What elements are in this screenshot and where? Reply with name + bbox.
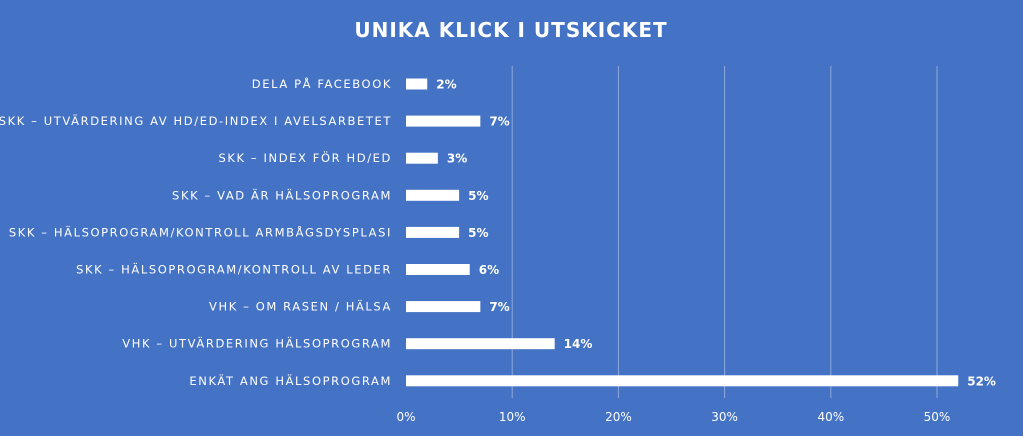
category-label: SKK – UTVÄRDERING AV HD/ED-INDEX I AVELS… (0, 113, 392, 128)
bar (406, 375, 959, 387)
bar (406, 152, 438, 164)
category-label: VHK – UTVÄRDERING HÄLSOPROGRAM (122, 336, 392, 351)
x-tick-label: 20% (605, 410, 632, 424)
bar (406, 264, 470, 275)
data-label: 14% (564, 337, 593, 351)
category-label: VHK – OM RASEN / HÄLSA (209, 299, 392, 314)
category-label: SKK – HÄLSOPROGRAM/KONTROLL ARMBÅGSDYSPL… (9, 224, 392, 239)
x-axis: 0% 10% 20% 30% 40% 50% (396, 410, 950, 424)
data-label: 52% (967, 374, 996, 388)
x-tick-label: 10% (499, 410, 526, 424)
category-label: DELA PÅ FACEBOOK (252, 76, 392, 91)
x-tick-label: 40% (817, 410, 844, 424)
category-label: SKK – INDEX FÖR HD/ED (218, 149, 392, 165)
data-label: 7% (489, 115, 509, 129)
data-label: 5% (468, 226, 488, 240)
bar (406, 301, 481, 313)
bar (406, 78, 428, 90)
category-label: ENKÄT ANG HÄLSOPROGRAM (189, 373, 392, 388)
data-label: 5% (468, 189, 488, 203)
bar (406, 226, 460, 238)
data-label: 3% (447, 152, 467, 166)
category-label: SKK – VAD ÄR HÄLSOPROGRAM (172, 187, 392, 202)
data-label: 7% (489, 300, 509, 314)
bar (406, 115, 481, 127)
x-tick-label: 30% (711, 410, 738, 424)
bar (406, 189, 460, 201)
data-label: 2% (436, 78, 456, 92)
x-tick-label: 0% (396, 410, 415, 424)
chart-title: UNIKA KLICK I UTSKICKET (354, 18, 667, 42)
bars: DELA PÅ FACEBOOK 2% SKK – UTVÄRDERING AV H… (0, 76, 996, 388)
bar (406, 338, 555, 350)
x-tick-label: 50% (924, 410, 951, 424)
category-label: SKK – HÄLSOPROGRAM/KONTROLL AV LEDER (76, 262, 392, 277)
data-label: 6% (479, 263, 499, 277)
